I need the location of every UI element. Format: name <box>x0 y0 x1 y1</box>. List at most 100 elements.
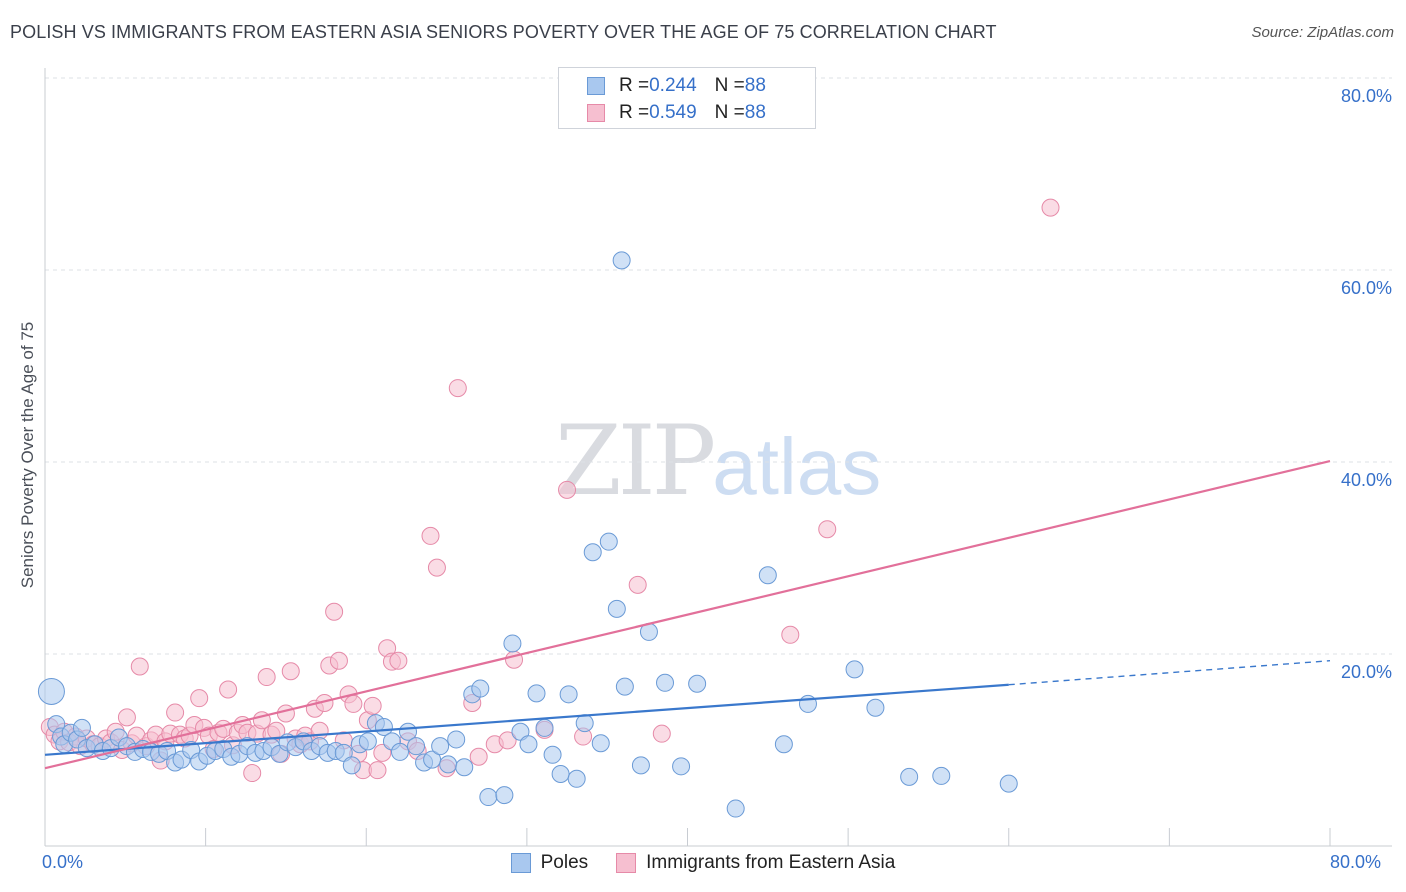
immigrants-point <box>257 668 276 687</box>
poles-point <box>455 758 474 777</box>
y-tick-label: 60.0% <box>1340 278 1392 298</box>
y-tick-label: 20.0% <box>1340 662 1392 682</box>
poles-point <box>431 737 450 756</box>
legend-swatch-poles <box>587 77 605 95</box>
poles-point <box>519 735 538 754</box>
immigrants-point <box>166 703 185 722</box>
legend-r-label: R = <box>619 102 650 123</box>
axes <box>44 68 1392 847</box>
immigrants-point <box>310 721 329 740</box>
poles-point <box>591 734 610 753</box>
poles-point <box>866 698 885 717</box>
immigrants-point <box>130 657 149 676</box>
poles-point <box>37 677 65 705</box>
source-credit: Source: ZipAtlas.com <box>1251 24 1394 41</box>
poles-point <box>607 599 626 618</box>
chart-title: POLISH VS IMMIGRANTS FROM EASTERN ASIA S… <box>10 22 997 42</box>
immigrants-point <box>469 747 488 766</box>
poles-point <box>656 673 675 692</box>
legend-r-value: 0.549 <box>649 102 697 123</box>
poles-point <box>439 755 458 774</box>
immigrants-point <box>117 708 136 727</box>
legend-n-value: 88 <box>744 75 766 96</box>
immigrants-point <box>267 721 286 740</box>
immigrants-point <box>368 761 387 780</box>
poles-point <box>583 543 602 562</box>
immigrants-point <box>1041 198 1060 217</box>
poles-point <box>599 532 618 551</box>
grid-lines <box>45 77 1392 655</box>
poles-point <box>527 684 546 703</box>
poles-point <box>72 718 91 737</box>
immigrants-point <box>652 724 671 743</box>
immigrants-point <box>558 480 577 499</box>
immigrants-point <box>276 704 295 723</box>
legend-item-immigrants[interactable]: Immigrants from Eastern Asia <box>616 852 895 874</box>
poles-point <box>567 769 586 788</box>
poles-point <box>342 756 361 775</box>
immigrants-point <box>427 558 446 577</box>
poles-point <box>845 660 864 679</box>
poles-trend-extension <box>1008 660 1331 686</box>
poles-point <box>479 788 498 807</box>
poles-trend-line <box>44 683 1009 756</box>
immigrants-points <box>40 198 1060 783</box>
immigrants-point <box>421 526 440 545</box>
poles-point <box>495 786 514 805</box>
poles-point <box>407 737 426 756</box>
immigrants-point <box>363 696 382 715</box>
poles-point <box>726 799 745 818</box>
series-legend: Poles Immigrants from Eastern Asia <box>0 852 1406 874</box>
immigrants-point <box>448 379 467 398</box>
poles-point <box>612 251 631 270</box>
immigrants-point <box>190 689 209 708</box>
poles-point <box>932 766 951 785</box>
stats-legend: R = 0.244 N = 88 R = 0.549 N = 88 <box>558 67 816 129</box>
x-tick-label-min: 0.0% <box>42 852 84 872</box>
poles-point <box>358 732 377 751</box>
immigrants-point <box>219 680 238 699</box>
legend-swatch-immigrants <box>587 104 605 122</box>
legend-label-poles: Poles <box>540 852 589 873</box>
legend-r-label: R = <box>619 75 650 96</box>
poles-point <box>631 756 650 775</box>
legend-n-label: N = <box>714 102 745 123</box>
poles-point <box>758 566 777 585</box>
poles-point <box>471 679 490 698</box>
immigrants-point <box>329 651 348 670</box>
immigrants-point <box>628 575 647 594</box>
poles-point <box>999 774 1018 793</box>
poles-point <box>390 742 409 761</box>
x-tick-label-max: 80.0% <box>1330 852 1382 872</box>
immigrants-point <box>344 694 363 713</box>
legend-swatch-poles <box>510 853 531 873</box>
poles-point <box>543 745 562 764</box>
poles-point <box>672 757 691 776</box>
poles-point <box>447 730 466 749</box>
y-tick-label: 80.0% <box>1340 86 1392 106</box>
poles-point <box>688 674 707 693</box>
legend-label-immigrants: Immigrants from Eastern Asia <box>646 852 896 873</box>
poles-point <box>900 767 919 786</box>
poles-point <box>503 634 522 653</box>
immigrants-point <box>281 662 300 681</box>
poles-point <box>535 718 554 737</box>
trend-lines <box>44 459 1331 770</box>
poles-point <box>774 735 793 754</box>
legend-n-label: N = <box>714 75 745 96</box>
poles-point <box>551 765 570 783</box>
poles-point <box>575 714 594 733</box>
legend-row-poles: R = 0.244 N = 88 <box>587 73 766 99</box>
immigrants-point <box>243 764 262 783</box>
immigrants-point <box>373 743 392 762</box>
immigrants-point <box>498 731 517 750</box>
immigrants-point <box>325 602 344 621</box>
legend-item-poles[interactable]: Poles <box>510 852 589 874</box>
immigrants-point <box>389 651 408 670</box>
y-tick-label: 40.0% <box>1340 470 1392 490</box>
immigrants-point <box>818 520 837 539</box>
legend-n-value: 88 <box>744 102 766 123</box>
poles-point <box>559 685 578 704</box>
poles-point <box>615 677 634 696</box>
